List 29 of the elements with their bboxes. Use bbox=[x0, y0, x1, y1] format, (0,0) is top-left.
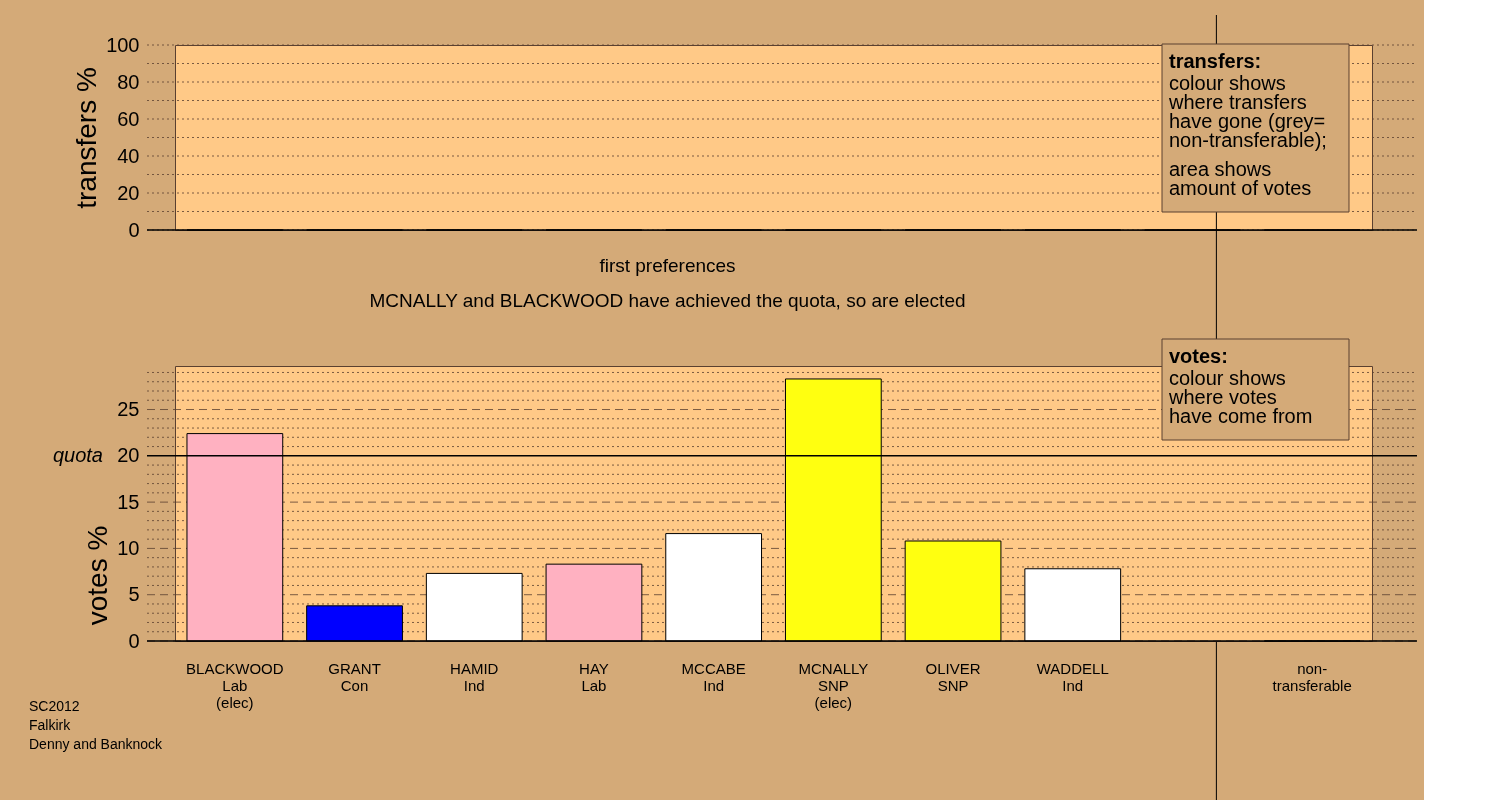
y-tick-label: 80 bbox=[117, 70, 140, 93]
y-axis-title: votes % bbox=[82, 525, 114, 626]
y-tick-label: 15 bbox=[117, 490, 140, 513]
y-tick-label: 25 bbox=[117, 398, 140, 421]
chart-subtitle: MCNALLY and BLACKWOOD have achieved the quota, so are elected bbox=[369, 289, 966, 311]
y-axis-title: transfers % bbox=[71, 67, 103, 209]
y-tick-label: 40 bbox=[117, 144, 140, 167]
y-tick-label: 100 bbox=[106, 33, 140, 56]
x-tick-label: non- transferable bbox=[1272, 659, 1352, 694]
chart-title: first preferences bbox=[599, 254, 736, 276]
x-tick-label: MCNALLY SNP (elec) bbox=[798, 659, 869, 711]
x-tick-label: OLIVER SNP bbox=[925, 659, 981, 694]
x-tick-label: MCCABE Ind bbox=[681, 659, 746, 694]
x-tick-label: GRANT Con bbox=[328, 659, 381, 694]
x-tick-label: WADDELL Ind bbox=[1036, 659, 1109, 694]
annotation: transfers: colour shows where transfers have gone (grey= non-transferable); area shows amount of votes bbox=[1168, 50, 1327, 199]
y-tick-label: 60 bbox=[117, 107, 140, 130]
y-tick-label: 0 bbox=[128, 218, 140, 241]
y-tick-label: 20 bbox=[117, 444, 140, 467]
x-tick-label: HAMID Ind bbox=[450, 659, 499, 694]
x-tick-label: HAY Lab bbox=[579, 659, 609, 694]
x-tick-label: BLACKWOOD Lab (elec) bbox=[186, 659, 284, 711]
annotation: votes: colour shows where votes have come from bbox=[1168, 345, 1313, 427]
y-tick-label: 20 bbox=[117, 181, 140, 204]
text: SC2012 Falkirk Denny and Banknock bbox=[29, 698, 164, 752]
ref-line-label: quota bbox=[52, 443, 103, 466]
y-tick-label: 5 bbox=[128, 583, 140, 606]
y-tick-label: 10 bbox=[117, 536, 140, 559]
y-tick-label: 0 bbox=[128, 629, 140, 652]
